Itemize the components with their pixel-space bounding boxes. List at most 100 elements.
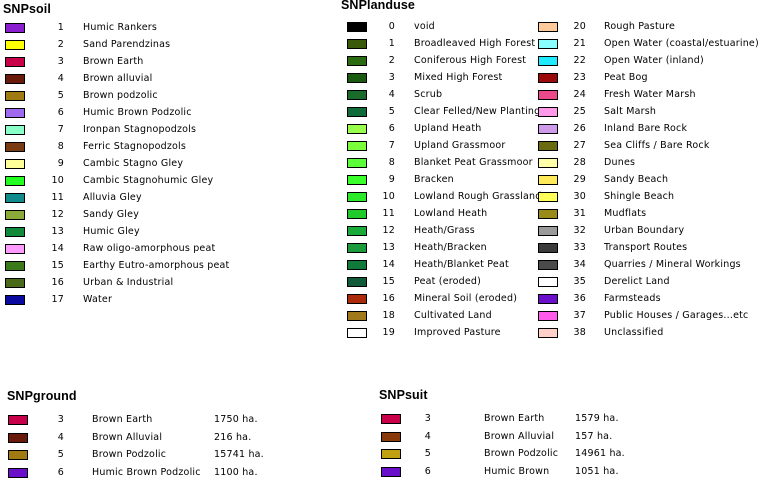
color-swatch (5, 74, 25, 84)
color-swatch (381, 449, 401, 459)
legend-label: Farmsteads (604, 293, 661, 304)
color-swatch (347, 56, 367, 66)
color-swatch (347, 260, 367, 270)
legend-label: Dunes (604, 157, 636, 168)
legend-label: Cambic Stagno Gley (83, 158, 184, 169)
legend-label: Humic Brown Podzolic (92, 466, 201, 478)
legend-code: 4 (57, 431, 64, 443)
color-swatch (538, 294, 558, 304)
color-swatch (381, 466, 401, 477)
color-swatch (538, 22, 558, 32)
color-swatch (347, 226, 367, 236)
legend-code: 14 (51, 243, 64, 254)
legend-label: Brown podzolic (83, 90, 158, 101)
snplanduse-title: SNPlanduse (341, 0, 415, 12)
legend-label: Peat (eroded) (414, 276, 482, 287)
legend-area: 216 ha. (214, 431, 252, 443)
color-swatch (538, 56, 558, 66)
legend-code: 21 (573, 38, 586, 49)
legend-label: Alluvia Gley (83, 192, 142, 203)
color-swatch (347, 294, 367, 304)
color-swatch (5, 23, 25, 33)
color-swatch (538, 73, 558, 83)
legend-code: 14 (382, 259, 395, 270)
legend-code: 4 (424, 430, 431, 442)
legend-label: Quarries / Mineral Workings (604, 259, 741, 270)
legend-code: 13 (382, 242, 395, 253)
color-swatch (347, 175, 367, 185)
color-swatch (5, 244, 25, 254)
legend-label: Humic Brown (484, 465, 550, 477)
color-swatch (5, 193, 25, 203)
legend-label: Scrub (414, 89, 443, 100)
color-swatch (347, 277, 367, 287)
legend-code: 25 (573, 106, 586, 117)
legend-label: Shingle Beach (604, 191, 675, 202)
legend-code: 23 (573, 72, 586, 83)
legend-code: 7 (57, 124, 64, 135)
color-swatch (538, 243, 558, 253)
legend-label: Salt Marsh (604, 106, 657, 117)
legend-code: 5 (57, 90, 64, 101)
legend-label: Upland Grassmoor (414, 140, 506, 151)
legend-area: 1051 ha. (575, 465, 619, 477)
legend-label: Clear Felled/New Planting (414, 106, 541, 117)
legend-area: 15741 ha. (214, 449, 264, 460)
legend-label: Open Water (inland) (604, 55, 704, 66)
legend-code: 6 (57, 466, 64, 478)
color-swatch (538, 260, 558, 270)
legend-label: Lowland Rough Grassland (414, 191, 542, 202)
color-swatch (5, 278, 25, 288)
color-swatch (8, 432, 28, 443)
legend-label: Blanket Peat Grassmoor (414, 157, 533, 168)
legend-label: Humic Brown Podzolic (83, 107, 192, 118)
legend-label: Sandy Beach (604, 174, 669, 185)
legend-label: Water (83, 294, 113, 305)
legend-code: 9 (57, 158, 64, 169)
legend-code: 2 (388, 55, 395, 66)
color-swatch (381, 414, 401, 424)
color-swatch (8, 467, 28, 478)
legend-code: 11 (51, 192, 64, 203)
legend-label: Raw oligo-amorphous peat (83, 243, 216, 254)
legend-label: Derelict Land (604, 276, 670, 287)
legend-code: 5 (57, 449, 64, 460)
color-swatch (538, 311, 558, 321)
color-swatch (538, 192, 558, 202)
legend-code: 5 (424, 448, 431, 459)
color-swatch (347, 39, 367, 49)
legend-code: 4 (57, 73, 64, 84)
legend-code: 38 (573, 327, 586, 338)
legend-code: 13 (51, 226, 64, 237)
legend-label: void (414, 21, 435, 32)
legend-label: Brown Alluvial (92, 431, 163, 443)
legend-code: 16 (382, 293, 395, 304)
legend-label: Sandy Gley (83, 209, 140, 220)
legend-code: 27 (573, 140, 586, 151)
color-swatch (538, 209, 558, 219)
legend-label: Heath/Bracken (414, 242, 487, 253)
legend-code: 7 (388, 140, 395, 151)
color-swatch (5, 40, 25, 50)
legend-label: Sea Cliffs / Bare Rock (604, 140, 710, 151)
legend-area: 1579 ha. (575, 413, 619, 424)
color-swatch (5, 142, 25, 152)
legend-label: Rough Pasture (604, 21, 676, 32)
legend-area: 157 ha. (575, 430, 613, 442)
legend-label: Public Houses / Garages...etc (604, 310, 749, 321)
snpsuit-title: SNPsuit (379, 388, 428, 402)
legend-code: 22 (573, 55, 586, 66)
color-swatch (538, 107, 558, 117)
legend-code: 3 (388, 72, 395, 83)
color-swatch (538, 141, 558, 151)
legend-label: Unclassified (604, 327, 664, 338)
color-swatch (381, 431, 401, 442)
legend-code: 31 (573, 208, 586, 219)
color-swatch (5, 227, 25, 237)
legend-label: Brown Alluvial (484, 430, 555, 442)
legend-code: 15 (51, 260, 64, 271)
legend-code: 11 (382, 208, 395, 219)
legend-code: 37 (573, 310, 586, 321)
legend-code: 9 (388, 174, 395, 185)
legend-label: Brown Podzolic (484, 448, 559, 459)
